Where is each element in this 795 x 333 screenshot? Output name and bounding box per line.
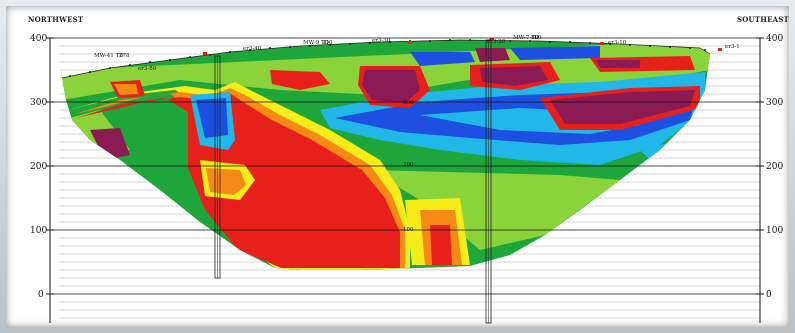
left-axis: 400 300 200 100 0 [30,34,760,323]
right-tick-400: 400 [766,34,783,44]
station-er3-20: er3-20 [487,39,506,45]
well-label-mw9: MW-9 TD [303,40,330,46]
contour-200: 200 [403,162,414,168]
well-mw7 [485,39,492,324]
station-er3-30: er3-30 [372,38,391,44]
northwest-label: NORTHWEST [28,15,84,24]
well-label-mw7: MW-7 TD [513,35,540,41]
right-tick-0: 0 [766,290,772,300]
southeast-label: SOUTHEAST [737,15,790,24]
well-depth-mw41: 278 [119,53,130,59]
station-markers [69,39,706,77]
left-tick-100: 100 [30,226,47,236]
well-depth-mw7: 400 [531,35,542,41]
well-depth-mw9: 310 [322,40,333,46]
well-mw41 [214,55,221,279]
left-tick-400: 400 [30,34,47,44]
contour-300: 300 [403,100,414,106]
well-label-mw41: MW-41 TD [94,53,124,59]
right-tick-100: 100 [766,226,783,236]
right-axis: 400 300 200 100 0 [756,34,783,323]
station-er3-50: er3-50 [138,66,157,72]
right-tick-300: 300 [766,98,783,108]
station-er3-40: er3-40 [243,46,262,52]
left-tick-200: 200 [30,162,47,172]
right-tick-200: 200 [766,162,783,172]
contour-100: 100 [403,227,414,233]
station-er3-1: er3-1 [725,44,740,50]
left-tick-300: 300 [30,98,47,108]
left-tick-0: 0 [38,290,44,300]
station-flags [203,38,722,55]
station-er3-10: er3-10 [608,40,627,46]
